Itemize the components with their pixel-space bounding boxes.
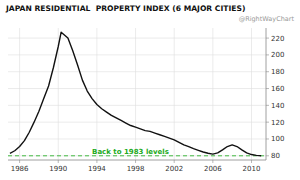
- subtitle: @RightWayChart: [239, 15, 295, 23]
- y-tick-label: 120: [271, 119, 284, 127]
- x-tick-label: 2010: [243, 165, 261, 173]
- y-grid-line: [8, 105, 266, 106]
- x-tick: [174, 160, 175, 163]
- y-tick: [266, 122, 269, 123]
- y-tick-label: 200: [271, 51, 284, 59]
- y-tick: [266, 155, 269, 156]
- x-tick: [96, 160, 97, 163]
- y-tick: [266, 88, 269, 89]
- y-grid-line: [8, 88, 266, 89]
- y-grid-line: [8, 138, 266, 139]
- x-axis-line: [8, 160, 266, 161]
- x-tick: [19, 160, 20, 163]
- y-tick-label: 80: [271, 152, 280, 160]
- x-tick-label: 2002: [165, 165, 183, 173]
- x-grid-line: [19, 28, 20, 160]
- chart: 1986 1990 1994 1998 2002 2006 2010 80 100 120 140 1…: [0, 0, 300, 180]
- plot-area: [8, 32, 266, 156]
- x-tick: [58, 160, 59, 163]
- y-grid-line: [8, 71, 266, 72]
- grid: [8, 28, 266, 160]
- y-grid-line: [8, 38, 266, 39]
- y-tick-label: 180: [271, 68, 284, 76]
- y-tick-label: 160: [271, 85, 284, 93]
- y-tick-label: 140: [271, 102, 284, 110]
- y-grid-line: [8, 54, 266, 55]
- x-tick: [251, 160, 252, 163]
- y-axis-line: [266, 28, 267, 160]
- y-tick: [266, 54, 269, 55]
- y-tick: [266, 138, 269, 139]
- x-tick-label: 2006: [204, 165, 222, 173]
- x-grid-line: [135, 28, 136, 160]
- x-grid-line: [251, 28, 252, 160]
- y-tick-label: 100: [271, 135, 284, 143]
- data-line: [10, 32, 261, 156]
- x-tick-label: 1990: [49, 165, 67, 173]
- x-tick-label: 1994: [88, 165, 106, 173]
- title: JAPAN RESIDENTIAL PROPERTY INDEX (6 MAJO…: [5, 4, 245, 13]
- y-tick: [266, 105, 269, 106]
- y-tick-label: 220: [271, 35, 284, 43]
- x-grid-line: [212, 28, 213, 160]
- y-grid-line: [8, 122, 266, 123]
- y-tick: [266, 71, 269, 72]
- x-grid-line: [96, 28, 97, 160]
- x-tick: [135, 160, 136, 163]
- annotation: Back to 1983 levels: [92, 148, 169, 156]
- x-tick-label: 1986: [11, 165, 29, 173]
- y-tick: [266, 38, 269, 39]
- x-tick-label: 1998: [127, 165, 145, 173]
- x-tick: [212, 160, 213, 163]
